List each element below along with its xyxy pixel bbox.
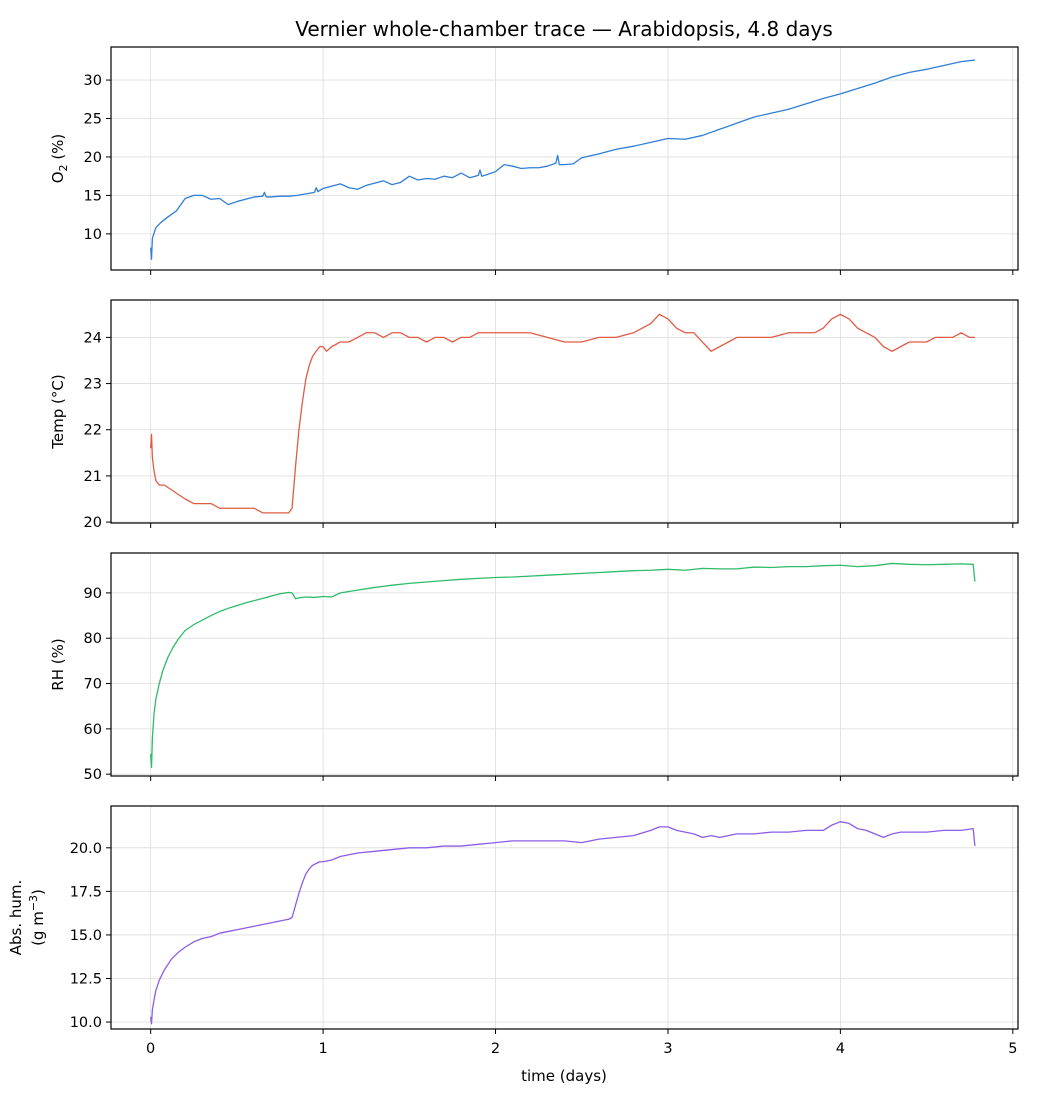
x-axis: 0 1 2 3 4 5: [146, 1041, 1017, 1057]
series-line: [150, 821, 976, 1025]
chart-title: Vernier whole-chamber trace — Arabidopsi…: [295, 17, 833, 41]
y-tick-label: 15: [84, 188, 102, 204]
x-tick-label: 4: [836, 1041, 845, 1057]
plot-frame: [110, 552, 1019, 777]
y-tick-label: 90: [84, 586, 102, 602]
y-tick-label: 10: [84, 227, 102, 243]
panel-o2: 10 15 20 25 30 O2 (%): [49, 46, 1019, 275]
y-axis-label-units: (g m−3): [27, 889, 47, 946]
y-axis-label: Abs. hum.: [7, 880, 25, 956]
plot-frame: [110, 46, 1019, 271]
y-tick-label: 23: [84, 377, 102, 393]
panel-absolute-humidity: 10.0 12.5 15.0 17.5 20.0 Abs. hum. (g m−3): [7, 805, 1019, 1034]
x-tick-label: 1: [318, 1041, 327, 1057]
y-tick-label: 30: [84, 73, 102, 89]
y-axis-label: Temp (°C): [49, 374, 67, 449]
plot-frame: [110, 805, 1019, 1030]
x-tick-label: 0: [146, 1041, 155, 1057]
y-tick-label: 50: [84, 767, 102, 783]
y-tick-label: 80: [84, 631, 102, 647]
plot-frame: [110, 299, 1019, 524]
x-tick-label: 2: [491, 1041, 500, 1057]
y-tick-label: 22: [84, 423, 102, 439]
y-tick-label: 20: [84, 150, 102, 166]
y-tick-label: 60: [84, 722, 102, 738]
series-line: [150, 59, 975, 260]
y-tick-label: 24: [84, 330, 102, 346]
y-tick-label: 20: [84, 515, 102, 531]
x-tick-label: 3: [663, 1041, 672, 1057]
panel-relative-humidity: 50 60 70 80 90 RH (%): [49, 552, 1019, 783]
y-axis-label: O2 (%): [49, 134, 70, 184]
y-tick-label: 17.5: [70, 884, 102, 900]
y-tick-label: 20.0: [70, 841, 102, 857]
y-tick-label: 15.0: [70, 928, 102, 944]
x-axis-label: time (days): [521, 1067, 607, 1085]
series-line: [150, 313, 975, 514]
y-tick-label: 70: [84, 677, 102, 693]
series-line: [150, 562, 976, 769]
y-tick-label: 21: [84, 469, 102, 485]
y-tick-label: 10.0: [70, 1015, 102, 1031]
y-axis-label: RH (%): [49, 638, 67, 690]
y-tick-label: 12.5: [70, 971, 102, 987]
x-tick-label: 5: [1008, 1041, 1017, 1057]
y-tick-label: 25: [84, 112, 102, 128]
panel-temperature: 20 21 22 23 24 Temp (°C): [49, 299, 1019, 531]
